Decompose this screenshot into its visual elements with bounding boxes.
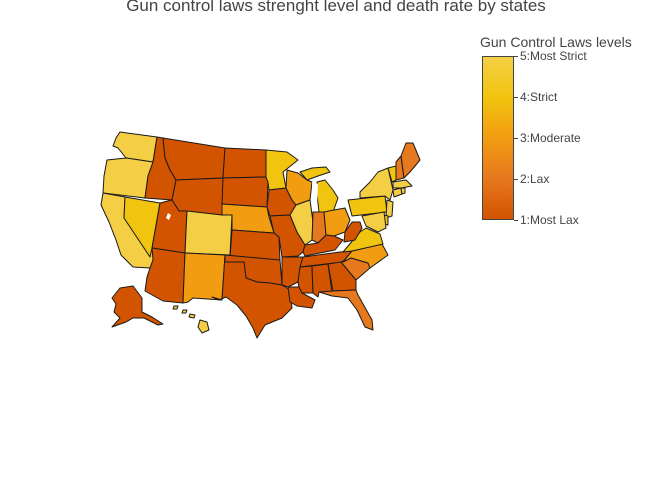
state-ms[interactable] xyxy=(297,265,314,294)
state-hi-island-3[interactable] xyxy=(181,309,188,314)
state-nj[interactable] xyxy=(385,199,394,219)
state-fl[interactable] xyxy=(318,289,374,331)
state-il[interactable] xyxy=(289,199,314,246)
state-ny[interactable] xyxy=(359,167,394,201)
state-mi[interactable] xyxy=(316,179,339,213)
state-mt[interactable] xyxy=(162,137,226,181)
state-wa[interactable] xyxy=(112,131,158,163)
legend-title: Gun Control Laws levels xyxy=(480,34,632,50)
tick-label: 4:Strict xyxy=(514,90,557,104)
great-salt-lake xyxy=(166,213,171,220)
state-hi[interactable] xyxy=(197,319,210,334)
state-ri[interactable] xyxy=(400,187,406,195)
state-nd[interactable] xyxy=(222,147,267,179)
state-wy[interactable] xyxy=(171,177,224,216)
state-ks[interactable] xyxy=(229,229,281,261)
state-ct[interactable] xyxy=(392,187,403,198)
state-hi-island-4[interactable] xyxy=(172,305,179,310)
map-title: Gun control laws strenght level and deat… xyxy=(126,0,546,15)
tick-label: 1:Most Lax xyxy=(514,213,579,227)
colorbar[interactable] xyxy=(482,56,514,220)
legend: Gun Control Laws levels 5:Most Strict 4:… xyxy=(480,34,632,227)
tick-label: 5:Most Strict xyxy=(514,49,587,63)
state-me[interactable] xyxy=(400,142,421,179)
tick-label: 3:Moderate xyxy=(514,131,581,145)
state-nm[interactable] xyxy=(182,252,226,304)
state-hi-island-2[interactable] xyxy=(188,313,196,319)
state-mi-upper[interactable] xyxy=(299,166,331,181)
state-co[interactable] xyxy=(184,210,233,256)
lake-michigan xyxy=(312,182,318,205)
state-tx[interactable] xyxy=(211,254,293,339)
state-md[interactable] xyxy=(361,211,387,233)
state-ga[interactable] xyxy=(327,261,357,292)
state-ma[interactable] xyxy=(392,179,413,189)
state-ak[interactable] xyxy=(111,285,164,328)
state-wv[interactable] xyxy=(343,221,363,243)
tick-label: 2:Lax xyxy=(514,172,549,186)
state-ky[interactable] xyxy=(302,234,344,257)
state-sd[interactable] xyxy=(221,176,269,208)
state-nv[interactable] xyxy=(123,196,161,258)
